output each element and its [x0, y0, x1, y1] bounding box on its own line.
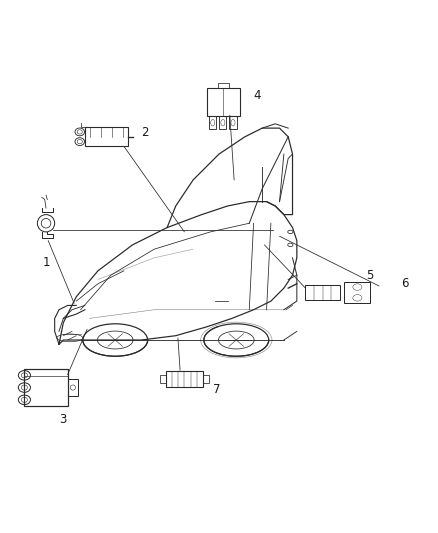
Text: 7: 7	[212, 383, 220, 396]
Text: 4: 4	[254, 89, 261, 102]
Text: 3: 3	[60, 413, 67, 426]
Text: 6: 6	[401, 277, 408, 290]
Text: 1: 1	[42, 256, 50, 269]
Text: 5: 5	[366, 269, 374, 281]
Text: 2: 2	[141, 126, 148, 139]
